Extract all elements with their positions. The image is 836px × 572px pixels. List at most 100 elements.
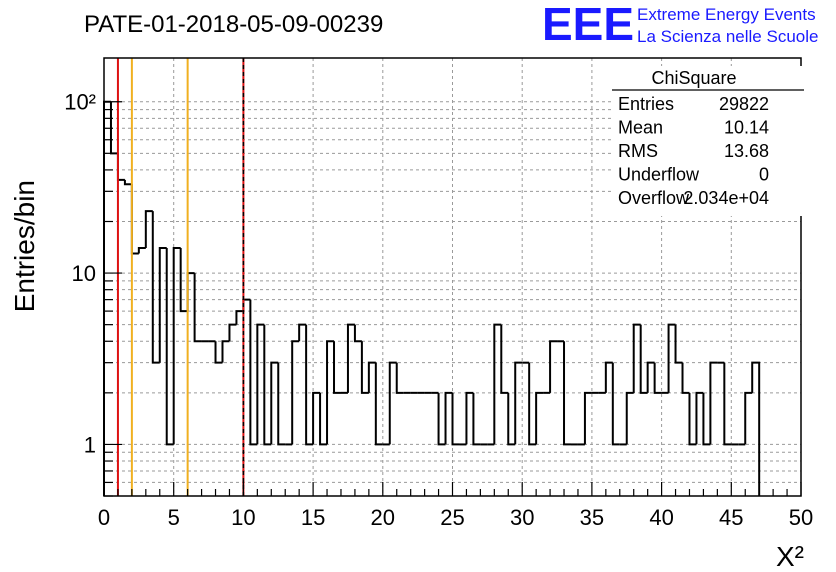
y-axis: 1 10 10² bbox=[64, 90, 122, 497]
bar-outline bbox=[263, 324, 272, 446]
bar-outline bbox=[604, 361, 613, 393]
bar bbox=[186, 272, 195, 312]
bar bbox=[367, 361, 376, 393]
bar bbox=[625, 391, 634, 445]
x-tick-label: 45 bbox=[719, 505, 743, 530]
bar-outline bbox=[374, 362, 383, 446]
bar-outline bbox=[751, 361, 761, 496]
bar-outline bbox=[291, 340, 300, 445]
bar bbox=[395, 362, 404, 394]
bar bbox=[444, 391, 453, 445]
bar bbox=[667, 323, 676, 393]
stats-label: Entries bbox=[618, 94, 674, 114]
bar-outline bbox=[625, 391, 634, 445]
bar bbox=[319, 392, 328, 446]
bar bbox=[137, 247, 146, 254]
bar-outline bbox=[326, 340, 335, 445]
x-tick-label: 35 bbox=[580, 505, 604, 530]
bar-outline bbox=[137, 247, 146, 254]
logo-text: EEE bbox=[542, 0, 634, 50]
bar-outline bbox=[270, 361, 279, 445]
bar bbox=[360, 341, 369, 394]
bar-outline bbox=[465, 391, 474, 445]
bar-outline bbox=[709, 361, 718, 445]
bar-outline bbox=[158, 247, 167, 363]
bar-outline bbox=[632, 323, 641, 393]
bar-outline bbox=[688, 392, 697, 446]
bar-outline bbox=[507, 392, 516, 446]
bar-outline bbox=[123, 179, 132, 186]
brand-line-1: Extreme Energy Events bbox=[637, 5, 816, 24]
bar-outline bbox=[646, 361, 655, 393]
bar-outline bbox=[528, 362, 537, 446]
bar-outline bbox=[144, 210, 153, 249]
bar-outline bbox=[639, 324, 648, 394]
bar-outline bbox=[360, 341, 369, 394]
bar-outline bbox=[514, 361, 523, 445]
bar-outline bbox=[493, 323, 502, 445]
bar-outline bbox=[388, 361, 397, 445]
bar-outline bbox=[235, 310, 244, 325]
bar bbox=[346, 323, 355, 393]
bar bbox=[214, 341, 223, 364]
bar-outline bbox=[193, 273, 202, 343]
stats-label: Mean bbox=[618, 118, 663, 138]
bar bbox=[583, 391, 592, 445]
bar bbox=[646, 361, 655, 393]
eee-logo: EEE Extreme Energy Events La Scienza nel… bbox=[542, 0, 818, 50]
bar-outline bbox=[242, 298, 251, 312]
bar-outline bbox=[179, 248, 188, 313]
bar-outline bbox=[744, 391, 753, 445]
bar bbox=[514, 361, 523, 445]
stats-title: ChiSquare bbox=[651, 68, 736, 88]
stats-value: 29822 bbox=[719, 94, 769, 114]
bar-outline bbox=[172, 247, 181, 445]
bar-outline bbox=[130, 184, 139, 255]
x-tick-label: 50 bbox=[789, 505, 813, 530]
bar bbox=[103, 100, 111, 496]
bar-outline bbox=[702, 392, 711, 446]
x-tick-label: 5 bbox=[168, 505, 180, 530]
bar-outline bbox=[444, 391, 453, 445]
x-tick-label: 10 bbox=[231, 505, 255, 530]
bar bbox=[388, 361, 397, 445]
bar bbox=[144, 210, 153, 249]
bar bbox=[535, 391, 544, 445]
bar bbox=[256, 323, 265, 445]
bar bbox=[702, 392, 711, 446]
bar-outline bbox=[653, 362, 662, 394]
bar bbox=[193, 273, 202, 343]
bar-outline bbox=[353, 324, 362, 343]
stats-value: 0 bbox=[759, 165, 769, 185]
x-axis: 0 5 10 15 20 25 30 35 40 45 50 bbox=[98, 482, 813, 530]
bar bbox=[116, 153, 125, 181]
stats-value: 2.034e+04 bbox=[683, 188, 769, 208]
bar-outline bbox=[165, 248, 174, 446]
stats-value: 13.68 bbox=[724, 141, 769, 161]
bar bbox=[549, 340, 558, 393]
bar bbox=[528, 362, 537, 446]
bar bbox=[151, 211, 160, 364]
bar bbox=[639, 324, 648, 394]
x-tick-label: 25 bbox=[440, 505, 464, 530]
x-tick-label: 0 bbox=[98, 505, 110, 530]
bar-outline bbox=[346, 323, 355, 393]
stats-label: Underflow bbox=[618, 165, 700, 185]
bar bbox=[493, 323, 502, 445]
bar bbox=[263, 324, 272, 446]
bar-outline bbox=[214, 341, 223, 364]
bar-outline bbox=[695, 391, 704, 445]
bar-outline bbox=[437, 392, 446, 446]
bar bbox=[674, 324, 683, 364]
bar-outline bbox=[277, 362, 286, 446]
bar bbox=[179, 248, 188, 313]
bar-outline bbox=[535, 391, 544, 445]
bar-outline bbox=[116, 153, 125, 181]
bar bbox=[312, 391, 321, 445]
stats-label: RMS bbox=[618, 141, 658, 161]
x-tick-label: 30 bbox=[510, 505, 534, 530]
bar bbox=[451, 392, 460, 446]
bar-outline bbox=[221, 340, 230, 363]
bar bbox=[500, 324, 509, 394]
